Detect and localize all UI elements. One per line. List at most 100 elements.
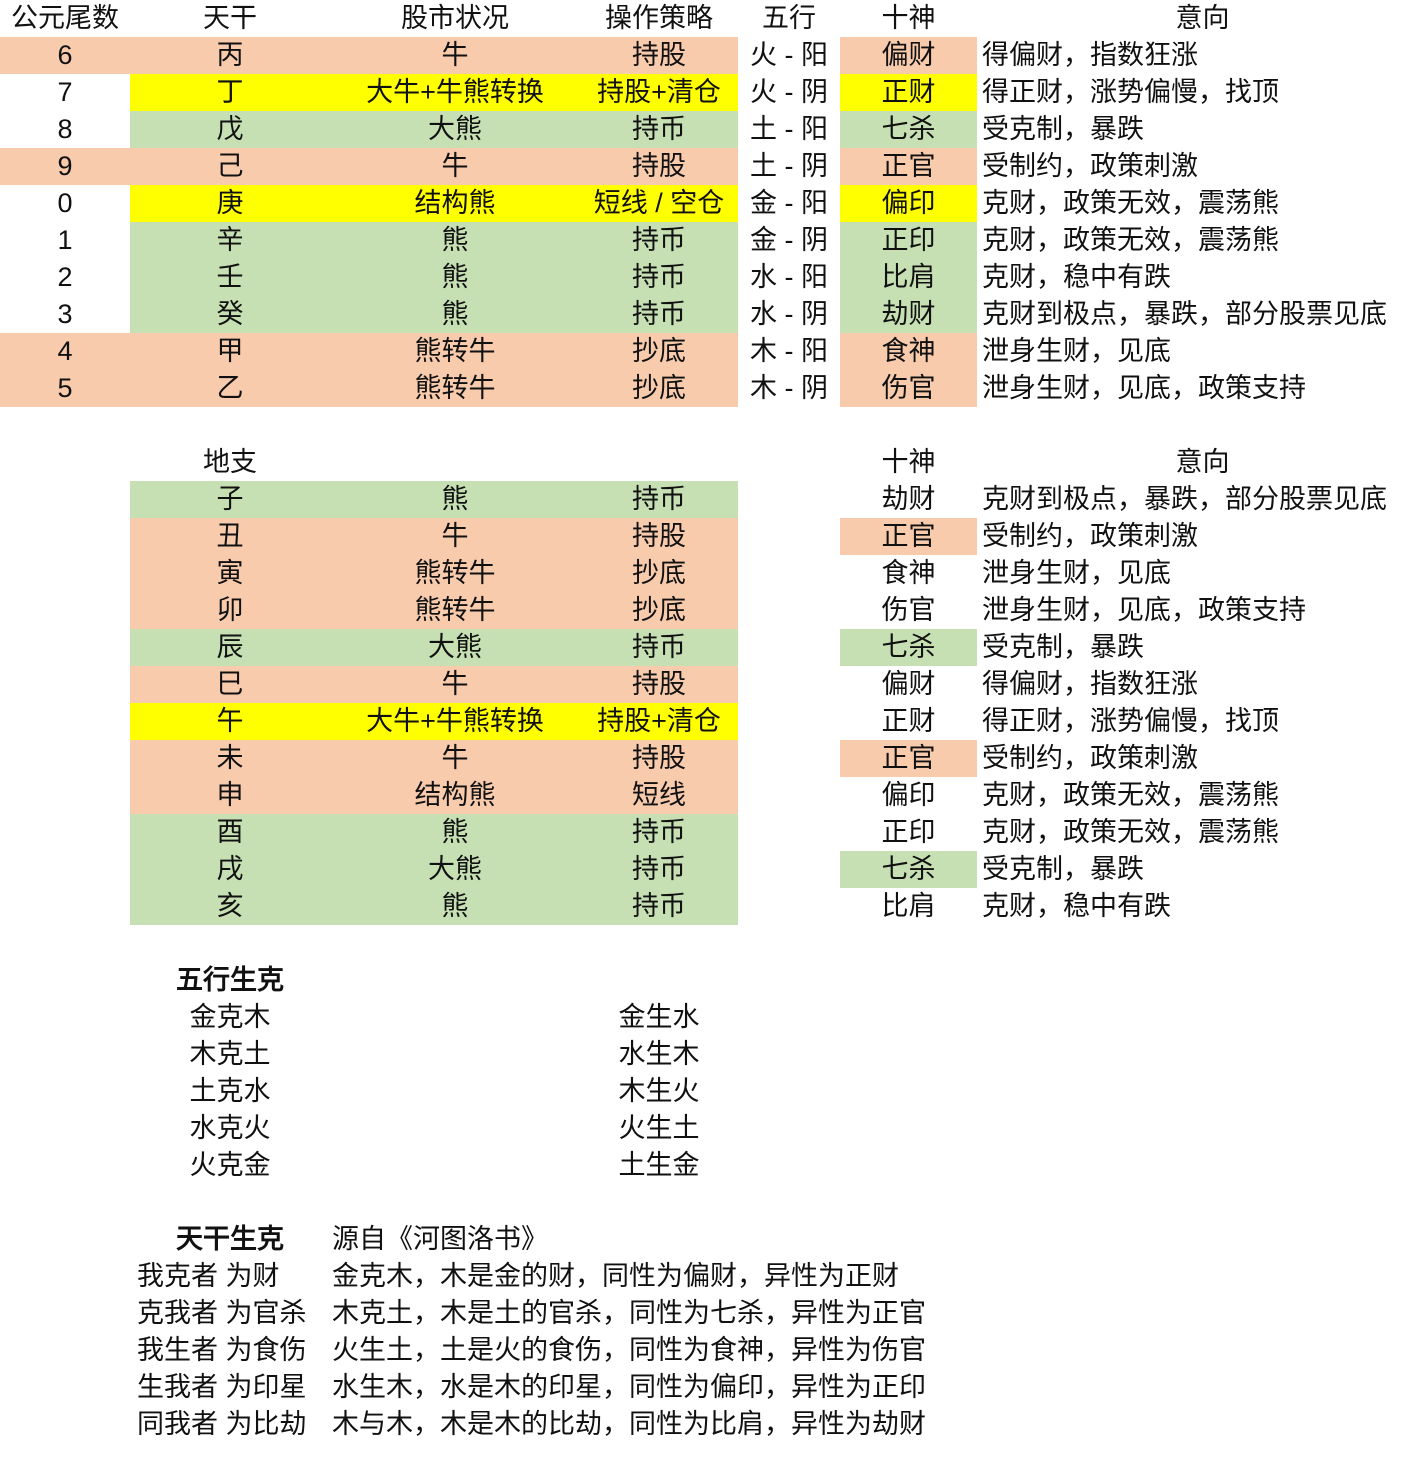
wuxing-cell: 水 - 阴 <box>750 299 828 329</box>
ke-relation: 水克火 <box>189 1113 271 1143</box>
stem-cell: 戊 <box>130 111 330 148</box>
meaning-cell: 受制约，政策刺激 <box>982 151 1198 181</box>
strategy-cell: 持股 <box>580 148 738 185</box>
wuxing-cell: 火 - 阴 <box>750 77 828 107</box>
stem-cell: 辛 <box>130 222 330 259</box>
branch-cell: 卯 <box>130 592 330 629</box>
strategy-cell: 持币 <box>580 111 738 148</box>
header-wuxing: 五行 <box>762 3 816 33</box>
branch-cell: 午 <box>130 703 330 740</box>
branch-cell: 寅 <box>130 555 330 592</box>
header-meaning-2: 意向 <box>1175 447 1230 477</box>
strategy-cell: 持股 <box>580 518 738 555</box>
shishen-cell: 食神 <box>840 555 977 592</box>
strategy-cell: 持币 <box>580 222 738 259</box>
year-digit-cell: 2 <box>57 262 73 292</box>
header-shishen-2: 十神 <box>881 447 936 477</box>
year-digit-cell: 0 <box>57 188 73 218</box>
shishen-cell: 正财 <box>840 74 977 111</box>
market-cell: 熊 <box>330 888 580 925</box>
market-cell: 大牛+牛熊转换 <box>330 74 580 111</box>
stem-cell: 乙 <box>130 370 330 407</box>
stem-cell: 丁 <box>130 74 330 111</box>
meaning-cell: 受克制，暴跌 <box>982 854 1144 884</box>
shishen-cell: 七杀 <box>840 629 977 666</box>
shishen-cell: 七杀 <box>840 111 977 148</box>
market-cell: 熊 <box>330 222 580 259</box>
rule-cell: 我克者 为财 <box>137 1261 280 1291</box>
strategy-cell: 持币 <box>580 888 738 925</box>
strategy-cell: 抄底 <box>580 333 738 370</box>
stem-cell: 癸 <box>130 296 330 333</box>
year-digit-cell: 1 <box>57 225 73 255</box>
meaning-cell: 得偏财，指数狂涨 <box>982 669 1198 699</box>
strategy-cell: 短线 <box>580 777 738 814</box>
stem-cell: 庚 <box>130 185 330 222</box>
ke-relation: 木克土 <box>189 1039 271 1069</box>
shishen-cell: 偏财 <box>840 37 977 74</box>
strategy-cell: 抄底 <box>580 555 738 592</box>
ke-relation: 火克金 <box>189 1150 271 1180</box>
branch-cell: 子 <box>130 481 330 518</box>
year-digit-cell: 7 <box>57 77 73 107</box>
shishen-cell: 正财 <box>840 703 977 740</box>
shishen-cell: 正印 <box>840 814 977 851</box>
explanation-cell: 木与木，木是木的比劫，同性为比肩，异性为劫财 <box>332 1409 926 1439</box>
strategy-cell: 抄底 <box>580 592 738 629</box>
wuxing-cell: 金 - 阴 <box>750 225 828 255</box>
shishen-cell: 偏印 <box>840 777 977 814</box>
market-cell: 熊 <box>330 296 580 333</box>
meaning-cell: 泄身生财，见底，政策支持 <box>982 373 1306 403</box>
strategy-cell: 持币 <box>580 814 738 851</box>
rule-cell: 同我者 为比劫 <box>137 1409 307 1439</box>
wuxing-shengke-title: 五行生克 <box>176 965 284 995</box>
shishen-cell: 伤官 <box>840 370 977 407</box>
sheng-relation: 火生土 <box>618 1113 700 1143</box>
shishen-cell: 劫财 <box>840 296 977 333</box>
shishen-cell: 偏印 <box>840 185 977 222</box>
branch-cell: 亥 <box>130 888 330 925</box>
wuxing-cell: 木 - 阳 <box>750 336 828 366</box>
meaning-cell: 得正财，涨势偏慢，找顶 <box>982 706 1279 736</box>
branch-cell: 未 <box>130 740 330 777</box>
header-year: 公元尾数 <box>11 3 119 33</box>
rule-cell: 克我者 为官杀 <box>137 1298 307 1328</box>
year-digit-cell: 4 <box>0 333 130 370</box>
branch-cell: 申 <box>130 777 330 814</box>
branch-cell: 酉 <box>130 814 330 851</box>
shishen-cell: 伤官 <box>840 592 977 629</box>
strategy-cell: 抄底 <box>580 370 738 407</box>
explanation-cell: 金克木，木是金的财，同性为偏财，异性为正财 <box>332 1261 899 1291</box>
explanation-cell: 水生木，水是木的印星，同性为偏印，异性为正印 <box>332 1372 926 1402</box>
source-note: 源自《河图洛书》 <box>332 1224 548 1254</box>
meaning-cell: 克财，政策无效，震荡熊 <box>982 225 1279 255</box>
wuxing-cell: 火 - 阳 <box>750 40 828 70</box>
branch-cell: 辰 <box>130 629 330 666</box>
strategy-cell: 持股+清仓 <box>580 703 738 740</box>
market-cell: 大熊 <box>330 111 580 148</box>
shishen-cell: 比肩 <box>840 259 977 296</box>
meaning-cell: 克财，政策无效，震荡熊 <box>982 780 1279 810</box>
market-cell: 牛 <box>330 37 580 74</box>
shishen-cell: 偏财 <box>840 666 977 703</box>
wuxing-cell: 水 - 阳 <box>750 262 828 292</box>
stem-cell: 壬 <box>130 259 330 296</box>
year-digit-cell: 8 <box>57 114 73 144</box>
meaning-cell: 克财，政策无效，震荡熊 <box>982 188 1279 218</box>
shishen-cell: 正官 <box>840 148 977 185</box>
market-cell: 牛 <box>330 518 580 555</box>
market-cell: 熊转牛 <box>330 370 580 407</box>
branch-cell: 丑 <box>130 518 330 555</box>
strategy-cell: 持币 <box>580 851 738 888</box>
market-cell: 熊转牛 <box>330 555 580 592</box>
meaning-cell: 受克制，暴跌 <box>982 632 1144 662</box>
strategy-cell: 持股 <box>580 740 738 777</box>
header-strategy: 操作策略 <box>605 3 713 33</box>
meaning-cell: 得正财，涨势偏慢，找顶 <box>982 77 1279 107</box>
shishen-cell: 食神 <box>840 333 977 370</box>
strategy-cell: 持币 <box>580 259 738 296</box>
shishen-cell: 正官 <box>840 518 977 555</box>
year-digit-cell: 3 <box>57 299 73 329</box>
rule-cell: 我生者 为食伤 <box>137 1335 307 1365</box>
market-cell: 牛 <box>330 148 580 185</box>
